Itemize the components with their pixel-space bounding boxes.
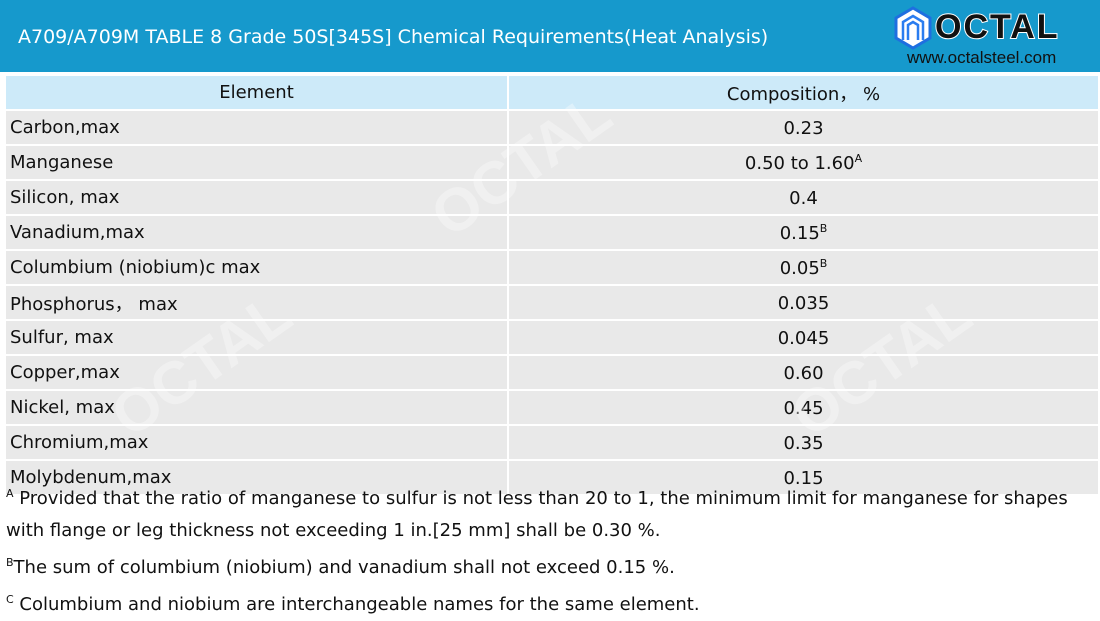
composition-value: 0.035 xyxy=(777,292,830,314)
element-cell: Sulfur, max xyxy=(4,319,509,356)
footnote-mark: B xyxy=(819,221,828,235)
footnote-text: Columbium and niobium are interchangeabl… xyxy=(13,594,700,615)
composition-value: 0.45 xyxy=(783,397,824,419)
composition-cell: 0.045 xyxy=(507,319,1100,356)
page-title: A709/A709M TABLE 8 Grade 50S[345S] Chemi… xyxy=(18,26,769,48)
column-header-element: Element xyxy=(4,74,509,111)
composition-cell: 0.05B xyxy=(507,249,1100,286)
composition-value: 0.35 xyxy=(783,432,824,454)
element-cell: Copper,max xyxy=(4,354,509,391)
hexagon-logo-icon xyxy=(894,6,932,50)
composition-cell: 0.15B xyxy=(507,214,1100,251)
footnote-mark: C xyxy=(6,593,14,606)
composition-value: 0.05 xyxy=(779,257,820,279)
table-row: Silicon, max 0.4 xyxy=(4,179,1100,216)
title-bar: A709/A709M TABLE 8 Grade 50S[345S] Chemi… xyxy=(0,0,1100,72)
composition-value: 0.60 xyxy=(783,362,824,384)
footnote-mark: B xyxy=(6,556,14,569)
table-row: Phosphorus， max 0.035 xyxy=(4,284,1100,321)
composition-cell: 0.035 xyxy=(507,284,1100,321)
element-cell: Silicon, max xyxy=(4,179,509,216)
composition-cell: 0.35 xyxy=(507,424,1100,461)
footnote: BThe sum of columbium (niobium) and vana… xyxy=(6,547,1096,584)
composition-value: 0.15 xyxy=(779,222,820,244)
footnote-mark: A xyxy=(854,151,863,165)
composition-value: 0.045 xyxy=(777,327,830,349)
logo-url: www.octalsteel.com xyxy=(907,48,1057,67)
element-cell: Vanadium,max xyxy=(4,214,509,251)
table-row: Nickel, max 0.45 xyxy=(4,389,1100,426)
footnote: A Provided that the ratio of manganese t… xyxy=(6,478,1096,547)
composition-cell: 0.15 xyxy=(507,459,1100,496)
composition-value: 0.50 to 1.60 xyxy=(744,152,855,174)
footnote-text: The sum of columbium (niobium) and vanad… xyxy=(13,557,675,578)
column-header-composition: Composition， % xyxy=(507,74,1100,111)
composition-cell: 0.4 xyxy=(507,179,1100,216)
table-row: Sulfur, max 0.045 xyxy=(4,319,1100,356)
table-row: Molybdenum,max 0.15 xyxy=(4,459,1100,496)
composition-value: 0.15 xyxy=(783,467,824,489)
table-row: Columbium (niobium)c max 0.05B xyxy=(4,249,1100,286)
composition-cell: 0.23 xyxy=(507,109,1100,146)
element-cell: Manganese xyxy=(4,144,509,181)
table-row: Vanadium,max 0.15B xyxy=(4,214,1100,251)
footnotes: A Provided that the ratio of manganese t… xyxy=(6,478,1096,621)
composition-cell: 0.45 xyxy=(507,389,1100,426)
composition-cell: 0.60 xyxy=(507,354,1100,391)
element-cell: Columbium (niobium)c max xyxy=(4,249,509,286)
table-row: Copper,max 0.60 xyxy=(4,354,1100,391)
footnote-mark: B xyxy=(819,256,828,270)
element-cell: Chromium,max xyxy=(4,424,509,461)
table-row: Carbon,max 0.23 xyxy=(4,109,1100,146)
logo-text: OCTAL xyxy=(934,7,1060,47)
composition-cell: 0.50 to 1.60A xyxy=(507,144,1100,181)
element-cell: Nickel, max xyxy=(4,389,509,426)
element-cell: Molybdenum,max xyxy=(4,459,509,496)
table-row: Chromium,max 0.35 xyxy=(4,424,1100,461)
chemical-requirements-table: Element Composition， % Carbon,max 0.23 Man… xyxy=(4,74,1100,496)
element-cell: Carbon,max xyxy=(4,109,509,146)
footnote-text: Provided that the ratio of manganese to … xyxy=(6,488,1068,541)
footnote-mark: A xyxy=(6,487,14,500)
footnote: C Columbium and niobium are interchangea… xyxy=(6,584,1096,621)
composition-value: 0.23 xyxy=(783,117,824,139)
table-row: Manganese 0.50 to 1.60A xyxy=(4,144,1100,181)
logo: OCTAL www.octalsteel.com xyxy=(893,6,1093,68)
element-cell: Phosphorus， max xyxy=(4,284,509,321)
composition-value: 0.4 xyxy=(789,187,818,209)
